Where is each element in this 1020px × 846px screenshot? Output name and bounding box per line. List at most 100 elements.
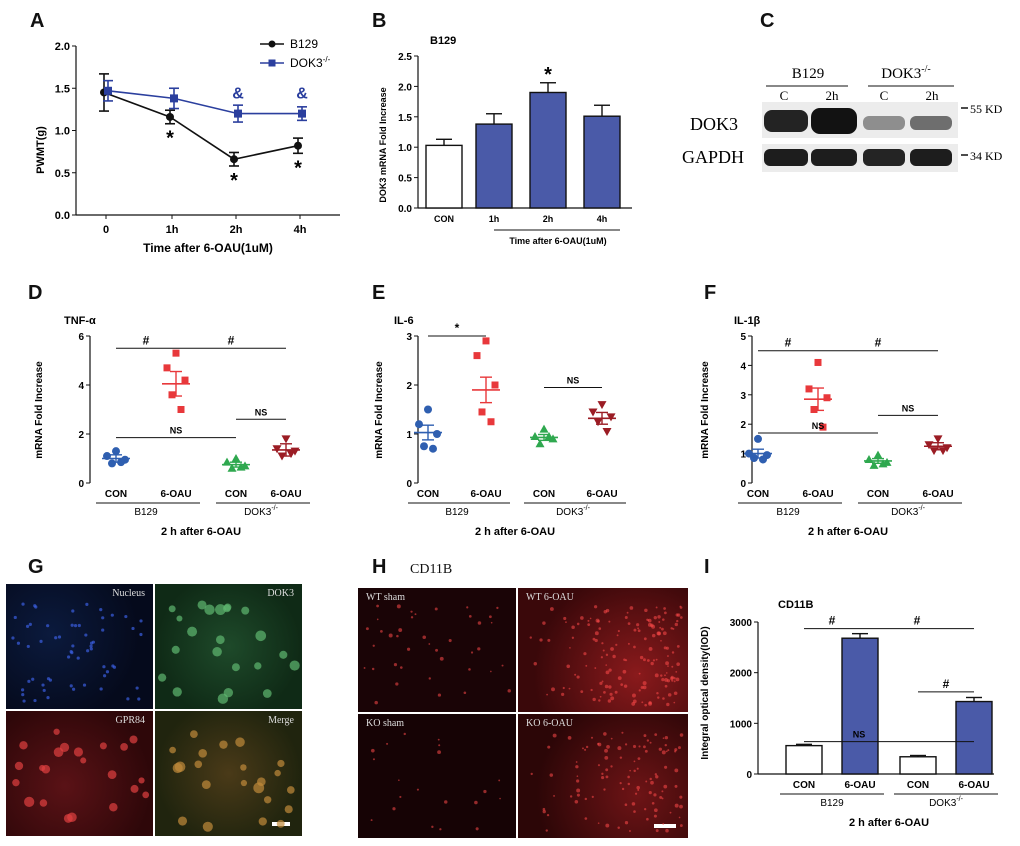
f-ytick-1: 1 (740, 450, 746, 461)
b-ytick-5: 2.5 (398, 52, 412, 63)
f-point-1-0 (814, 358, 822, 366)
e-title: IL-6 (394, 315, 414, 327)
e-point-0-2 (433, 430, 441, 438)
a-legend-dok3: DOK3-/- (290, 55, 331, 70)
chart-a: 0.0 0.5 1.0 1.5 2.0 0 1h 2h 4h * * * & & PWMT(g) Tim… (35, 37, 340, 255)
c-kd34: 34 KD (970, 149, 1003, 163)
panel-letter-c: C (760, 10, 775, 32)
d-bracket-label-2: NS (170, 426, 183, 436)
e-point-1-0 (482, 337, 490, 345)
panel-letter-a: A (30, 10, 45, 32)
f-xtick-1: 6-OAU (802, 489, 833, 500)
c-row-dok3: DOK3 (690, 114, 738, 134)
e-point-3-1 (588, 408, 598, 417)
d-point-0-0 (112, 447, 120, 456)
a-ytick-4: 2.0 (55, 41, 70, 53)
e-point-2-3 (535, 439, 545, 448)
d-xtick-2: CON (225, 489, 247, 500)
i-footer: 2 h after 6-OAU (849, 817, 929, 829)
i-ytick-1: 1000 (730, 719, 753, 730)
micro-label-wt-sham: WT sham (366, 592, 405, 603)
e-ylabel: mRNA Fold Increase (374, 361, 385, 459)
a-point-b129-1 (166, 112, 174, 121)
f-ytick-4: 4 (740, 361, 746, 372)
c-kd55: 55 KD (970, 102, 1003, 116)
e-point-1-4 (487, 418, 495, 426)
micro-label-nucleus: Nucleus (112, 588, 145, 599)
d-point-3-0 (281, 435, 291, 444)
a-xlabel: Time after 6-OAU(1uM) (143, 241, 273, 255)
e-point-0-3 (420, 442, 428, 451)
b-ytick-3: 1.5 (398, 113, 412, 124)
e-point-0-1 (415, 420, 423, 429)
e-ytick-3: 3 (406, 332, 412, 343)
micro-merge: Merge (155, 711, 302, 836)
micro-label-gpr84: GPR84 (115, 715, 145, 726)
d-footer: 2 h after 6-OAU (161, 526, 241, 538)
i-group-dok3: DOK3-/- (929, 796, 964, 809)
f-ytick-2: 2 (740, 420, 746, 431)
e-ytick-1: 1 (406, 430, 412, 441)
d-bracket-label-3: NS (255, 407, 268, 417)
b-xtick-3: 4h (597, 214, 608, 224)
c-lane-c2: C (880, 88, 889, 103)
e-group-b129: B129 (445, 507, 469, 518)
b-bar-3 (583, 115, 621, 209)
micrograph-grid-g: Nucleus DOK3 GPR84 Merge (6, 584, 302, 836)
a-ytick-1: 0.5 (55, 168, 70, 180)
d-bracket-label-0: # (143, 333, 150, 347)
b-group-label: Time after 6-OAU(1uM) (509, 236, 606, 246)
i-bracket-label-1: # (914, 614, 921, 628)
a-xtick-0: 0 (103, 224, 109, 236)
e-point-2-2 (548, 434, 558, 443)
f-point-3-1 (924, 441, 934, 450)
f-ytick-3: 3 (740, 391, 746, 402)
i-title: CD11B (778, 599, 814, 611)
c-row-gapdh: GAPDH (682, 147, 744, 167)
a-legend: B129 DOK3-/- (260, 37, 331, 70)
f-ytick-5: 5 (740, 332, 746, 343)
d-point-2-1 (222, 457, 232, 466)
panel-letter-e: E (372, 282, 386, 304)
e-bracket-label-1: NS (567, 375, 580, 385)
f-group-dok3: DOK3-/- (891, 505, 926, 518)
d-point-1-4 (177, 406, 185, 413)
i-bracket-label-2: # (943, 677, 950, 691)
a-ytick-3: 1.5 (55, 83, 70, 95)
d-ylabel: mRNA Fold Increase (34, 361, 45, 459)
i-bracket-label-3: NS (853, 730, 866, 740)
b-bar-1 (475, 123, 513, 209)
e-point-0-4 (429, 444, 437, 453)
b-star: * (544, 64, 552, 86)
micro-dok3: DOK3 (155, 584, 302, 709)
f-xtick-0: CON (747, 489, 769, 500)
d-point-1-1 (163, 364, 171, 372)
a-star-1: * (230, 170, 238, 192)
d-ytick-0: 0 (78, 479, 84, 490)
d-xtick-3: 6-OAU (270, 489, 301, 500)
a-ytick-2: 1.0 (55, 126, 70, 138)
a-amp-1: & (296, 85, 308, 102)
a-amp-0: & (232, 85, 244, 102)
a-xtick-2: 2h (230, 224, 243, 236)
panel-letter-d: D (28, 282, 43, 304)
f-point-3-0 (933, 435, 943, 444)
chart-b: B129 0.0 0.5 1.0 1.5 2.0 2.5 CON 1h 2h 4h * DOK3 … (378, 35, 632, 246)
b-title: B129 (430, 35, 456, 47)
f-point-2-3 (869, 460, 879, 469)
d-point-0-3 (108, 459, 116, 468)
b-ylabel: DOK3 mRNA Fold Increase (378, 87, 388, 202)
a-point-b129-2 (230, 155, 238, 164)
micro-ko-oau: KO 6-OAU (518, 714, 688, 838)
f-point-0-4 (759, 455, 767, 464)
d-group-b129: B129 (134, 507, 158, 518)
e-xtick-2: CON (533, 489, 555, 500)
title-h: CD11B (410, 562, 453, 577)
a-ytick-0: 0.0 (55, 210, 70, 222)
i-xtick-1: 6-OAU (844, 780, 875, 791)
b-xtick-2: 2h (543, 214, 554, 224)
micro-ko-sham: KO sham (358, 714, 516, 838)
f-title: IL-1β (734, 315, 761, 327)
